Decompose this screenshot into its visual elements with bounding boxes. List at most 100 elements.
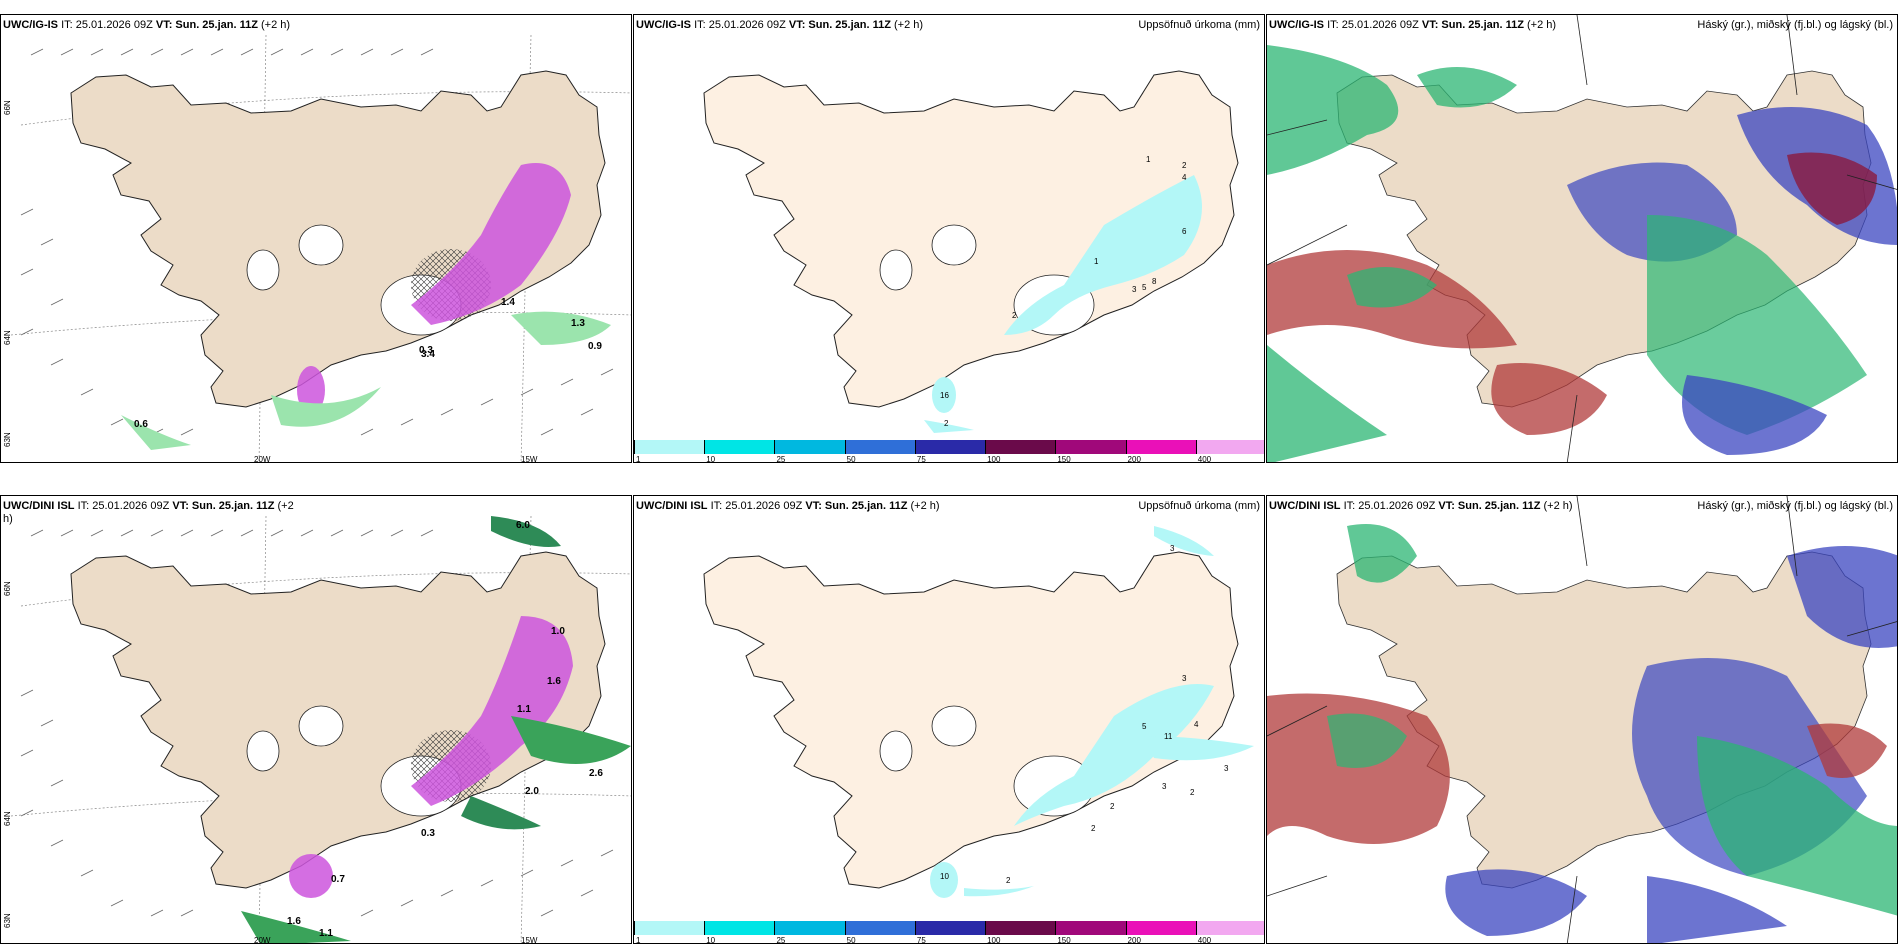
- legend-label: 75: [916, 455, 926, 463]
- value-label: 5: [1142, 283, 1147, 292]
- lat-label-64n: 64N: [3, 330, 12, 345]
- value-label: 3.4: [421, 349, 435, 360]
- legend-label: 50: [846, 455, 856, 463]
- cloud-map: [1267, 15, 1898, 463]
- precip-legend: 1 10 25 50 75 100 150 200 400: [634, 921, 1264, 943]
- panel-subtitle: Háský (gr.), miðský (fj.bl.) og lágský (…: [1697, 19, 1893, 31]
- value-label: 5: [1142, 722, 1147, 731]
- value-label: 3: [1182, 674, 1187, 683]
- value-label: 1.0: [551, 626, 565, 637]
- value-label: 1.3: [571, 318, 585, 329]
- value-label: 6.0: [516, 520, 530, 531]
- lat-label-66n: 66N: [3, 581, 12, 596]
- legend-label: 100: [987, 936, 1001, 944]
- value-label: 10: [940, 872, 949, 881]
- legend-label: 400: [1197, 455, 1212, 463]
- value-label: 6: [1182, 227, 1187, 236]
- panel-cloud-dini: UWC/DINI ISL IT: 25.01.2026 09Z VT: Sun.…: [1266, 495, 1898, 944]
- value-label: 0.3: [419, 345, 433, 356]
- value-label: 2: [1182, 161, 1187, 170]
- panel-wind-dini: UWC/DINI ISL IT: 25.01.2026 09Z VT: Sun.…: [0, 495, 632, 944]
- value-label: 3: [1162, 782, 1167, 791]
- legend-label: 1: [636, 455, 641, 463]
- legend-label: 400: [1197, 936, 1212, 944]
- legend-swatch: [914, 921, 986, 935]
- legend-swatch: [1055, 921, 1126, 935]
- legend-label: 1: [636, 936, 641, 944]
- value-label: 2: [1012, 311, 1017, 320]
- value-label: 2: [1006, 876, 1011, 885]
- panel-wind-ig: UWC/IG-IS IT: 25.01.2026 09Z VT: Sun. 25…: [0, 14, 632, 463]
- legend-label: 75: [916, 936, 926, 944]
- legend-label: 50: [846, 936, 856, 944]
- legend-label: 100: [987, 455, 1001, 463]
- value-label: 4: [1182, 173, 1187, 182]
- value-label: 3: [1132, 285, 1137, 294]
- value-label: 2: [1110, 802, 1115, 811]
- wind-map: [1, 496, 631, 943]
- value-label: 1.6: [547, 676, 561, 687]
- legend-swatch: [634, 440, 705, 454]
- legend-label: 150: [1057, 455, 1071, 463]
- legend-label: 25: [776, 936, 786, 944]
- value-label: 2: [944, 419, 949, 428]
- lat-label-63n: 63N: [3, 432, 12, 447]
- lon-label-15w: 15W: [521, 455, 538, 463]
- value-label: 2.6: [589, 768, 603, 779]
- value-label: 0.9: [588, 341, 602, 352]
- value-label: 1.1: [319, 928, 333, 939]
- legend-swatch: [844, 921, 915, 935]
- legend-label: 150: [1057, 936, 1071, 944]
- lat-label-63n: 63N: [3, 913, 12, 928]
- value-label: 2: [1091, 824, 1096, 833]
- value-label: 1: [1146, 155, 1151, 164]
- panel-title: UWC/DINI ISL IT: 25.01.2026 09Z VT: Sun.…: [3, 500, 294, 525]
- legend-swatch: [844, 440, 915, 454]
- legend-swatch: [1125, 440, 1196, 454]
- value-label: 0.7: [331, 874, 345, 885]
- panel-subtitle: Uppsöfnuð úrkoma (mm): [1138, 19, 1260, 31]
- wind-map: [1, 15, 631, 462]
- panel-precip-ig: UWC/IG-IS IT: 25.01.2026 09Z VT: Sun. 25…: [633, 14, 1265, 463]
- precip-map: [634, 15, 1265, 433]
- legend-label: 200: [1127, 936, 1141, 944]
- value-label: 1.6: [287, 916, 301, 927]
- legend-swatch: [985, 921, 1056, 935]
- value-label: 0.6: [134, 419, 148, 430]
- value-label: 8: [1152, 277, 1157, 286]
- value-label: 2: [1190, 788, 1195, 797]
- legend-label: 10: [706, 455, 716, 463]
- value-label: 1.1: [517, 704, 531, 715]
- value-label: 3: [1170, 544, 1175, 553]
- legend-swatch: [634, 921, 705, 935]
- legend-swatch: [1125, 921, 1196, 935]
- value-label: 2.0: [525, 786, 539, 797]
- panel-precip-dini: UWC/DINI ISL IT: 25.01.2026 09Z VT: Sun.…: [633, 495, 1265, 944]
- lon-label-20w: 20W: [254, 455, 271, 463]
- lon-label-20w: 20W: [254, 936, 271, 944]
- value-label: 3: [1224, 764, 1229, 773]
- panel-title: UWC/DINI ISL IT: 25.01.2026 09Z VT: Sun.…: [636, 500, 940, 512]
- legend-swatch: [985, 440, 1056, 454]
- panel-title: UWC/IG-IS IT: 25.01.2026 09Z VT: Sun. 25…: [1269, 19, 1557, 31]
- lat-label-64n: 64N: [3, 811, 12, 826]
- panel-title: UWC/DINI ISL IT: 25.01.2026 09Z VT: Sun.…: [1269, 500, 1573, 512]
- panel-cloud-ig: UWC/IG-IS IT: 25.01.2026 09Z VT: Sun. 25…: [1266, 14, 1898, 463]
- cloud-map: [1267, 496, 1898, 944]
- lon-label-15w: 15W: [521, 936, 538, 944]
- legend-swatch: [1195, 921, 1264, 935]
- precip-map: [634, 526, 1254, 898]
- legend-swatch: [704, 921, 775, 935]
- value-label: 16: [940, 391, 949, 400]
- precip-legend: 1 10 25 50 75 100 150 200 400: [634, 440, 1264, 462]
- panel-subtitle: Uppsöfnuð úrkoma (mm): [1138, 500, 1260, 512]
- legend-label: 25: [776, 455, 786, 463]
- value-label: 11: [1164, 732, 1173, 741]
- panel-title: UWC/IG-IS IT: 25.01.2026 09Z VT: Sun. 25…: [636, 19, 924, 31]
- value-label: 0.3: [421, 828, 435, 839]
- legend-label: 200: [1127, 455, 1141, 463]
- legend-label: 10: [706, 936, 716, 944]
- value-label: 1.4: [501, 297, 515, 308]
- legend-swatch: [1055, 440, 1126, 454]
- lat-label-66n: 66N: [3, 100, 12, 115]
